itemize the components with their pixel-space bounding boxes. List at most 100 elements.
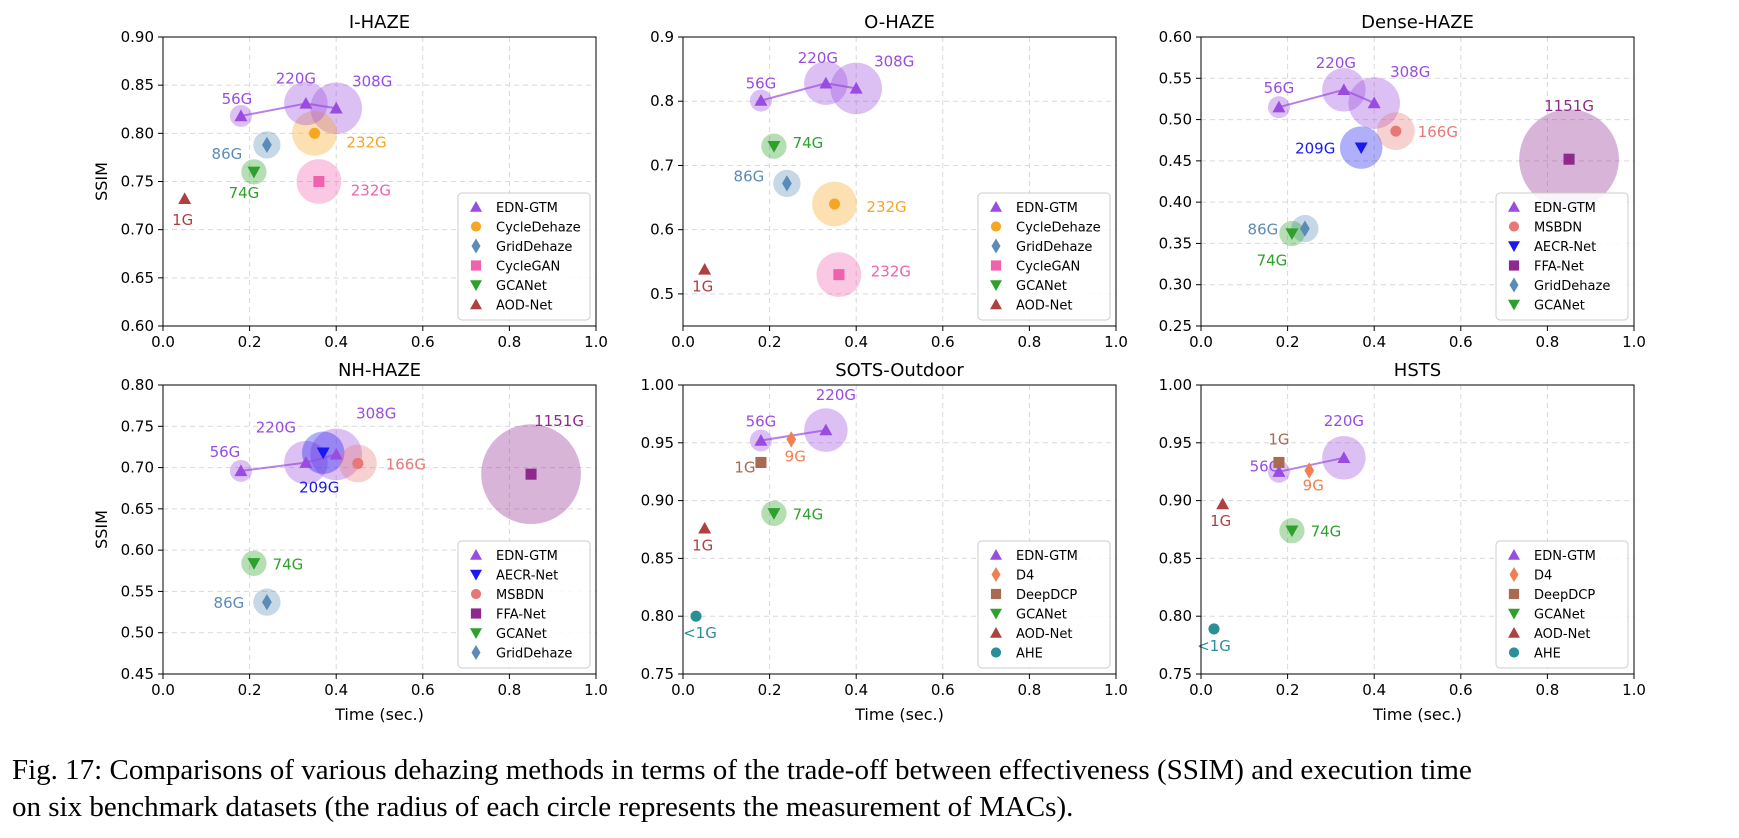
point-label: 9G: [785, 447, 806, 465]
x-tick-label: 0.6: [1449, 681, 1473, 699]
legend-entry: CycleDehaze: [496, 221, 581, 236]
legend-marker: [470, 201, 482, 212]
point-label: 232G: [871, 263, 911, 281]
data-point-marker: [1216, 497, 1230, 510]
x-axis-label: Time (sec.): [334, 705, 424, 724]
y-tick-label: 0.60: [1159, 28, 1192, 46]
y-tick-label: 0.75: [121, 417, 154, 435]
y-tick-label: 0.80: [1159, 607, 1192, 625]
point-label: 1G: [172, 211, 193, 229]
point-label: 232G: [346, 133, 386, 151]
y-tick-label: 0.90: [641, 492, 674, 510]
x-tick-label: 0.8: [1017, 681, 1041, 699]
x-tick-label: 0.4: [324, 681, 348, 699]
legend-marker: [990, 221, 1002, 232]
point-label: 56G: [746, 75, 777, 93]
legend-marker: [470, 569, 482, 581]
legend-entry: GCANet: [1016, 608, 1067, 623]
y-tick-label: 0.65: [121, 500, 154, 518]
y-tick-label: 0.25: [1159, 317, 1192, 335]
legend-entry: D4: [1534, 569, 1552, 584]
y-tick-label: 0.9: [650, 28, 674, 46]
y-tick-label: 0.75: [641, 665, 674, 683]
y-tick-label: 0.40: [1159, 193, 1192, 211]
x-tick-label: 0.0: [151, 681, 175, 699]
legend-marker: [990, 549, 1002, 560]
chart-panel-2: 56G 220G 308G 232G 86G 232G 74G 1G 0.0 0.2 0.4 0.6 0…: [650, 12, 1128, 351]
legend-marker: [1508, 260, 1520, 271]
legend-entry: CycleGAN: [496, 260, 560, 275]
chart-title: NH-HAZE: [338, 360, 421, 381]
legend-marker: [990, 588, 1002, 600]
point-label: 74G: [229, 184, 260, 202]
edn-gtm-trend-line: [1278, 456, 1345, 473]
legend-marker: [1508, 549, 1520, 560]
legend-entry: MSBDN: [1534, 221, 1582, 236]
chart-panel-6: 56G 220G 9G 1G 74G 1G <1G 0.0 0.2 0.4 0.6 0.8 1.0 0.7…: [1159, 360, 1646, 724]
legend-entry: EDN-GTM: [496, 549, 558, 564]
x-tick-label: 0.0: [151, 333, 175, 351]
legend-entry: EDN-GTM: [1534, 549, 1596, 564]
caption-line-2: on six benchmark datasets (the radius of…: [12, 791, 1074, 823]
legend-box: [457, 540, 591, 669]
legend-box: [457, 192, 591, 321]
legend-marker: [1508, 221, 1520, 232]
point-label: 56G: [1264, 79, 1295, 97]
y-tick-label: 1.00: [641, 376, 674, 394]
point-label: 74G: [793, 505, 824, 523]
point-label: 220G: [276, 69, 316, 87]
point-label: 74G: [1311, 523, 1342, 541]
y-tick-label: 0.95: [641, 434, 674, 452]
x-tick-label: 0.2: [1276, 333, 1300, 351]
legend-marker: [470, 221, 482, 232]
y-axis-label: SSIM: [92, 510, 111, 549]
data-point-marker: [786, 431, 797, 448]
legend-entry: EDN-GTM: [1534, 201, 1596, 216]
figure-caption: Fig. 17: Comparisons of various dehazing…: [12, 752, 1727, 826]
y-tick-label: 0.8: [650, 92, 674, 110]
y-tick-label: 0.50: [121, 624, 154, 642]
plot-frame: [162, 384, 597, 675]
point-label: 1G: [1210, 512, 1231, 530]
legend-marker: [1508, 588, 1520, 600]
x-tick-label: 1.0: [1104, 681, 1128, 699]
plot-frame: [682, 384, 1117, 675]
legend-entry: GCANet: [496, 627, 547, 642]
data-point-marker: [329, 447, 343, 460]
point-label: 56G: [222, 90, 253, 108]
y-tick-label: 0.75: [1159, 665, 1192, 683]
legend-entry: DeepDCP: [1016, 588, 1077, 603]
legend-marker: [1508, 241, 1520, 252]
legend-marker: [991, 238, 1001, 254]
x-tick-label: 0.0: [671, 681, 695, 699]
x-tick-label: 0.0: [1189, 681, 1213, 699]
y-tick-label: 0.55: [121, 582, 154, 600]
data-point-marker: [178, 192, 192, 205]
legend-box: [1495, 540, 1629, 669]
point-label: 74G: [1257, 252, 1288, 270]
data-point-marker: [247, 558, 261, 570]
data-point-marker: [754, 433, 768, 446]
plot-frame: [682, 36, 1117, 327]
legend-entry: AECR-Net: [1534, 240, 1596, 255]
legend-marker: [470, 298, 482, 310]
x-tick-label: 0.8: [497, 681, 521, 699]
legend: EDN-GTM CycleDehaze GridDehaze CycleGAN GCAN…: [977, 192, 1111, 321]
legend: EDN-GTM D4 DeepDCP GCANet AOD-Net AHE: [977, 540, 1111, 669]
plot-frame: [1200, 384, 1635, 675]
point-label: <1G: [1197, 637, 1231, 655]
x-tick-label: 0.8: [497, 333, 521, 351]
data-point-marker: [1208, 623, 1220, 635]
y-tick-label: 0.70: [121, 221, 154, 239]
y-tick-label: 0.60: [121, 317, 154, 335]
point-label: 74G: [793, 134, 824, 152]
legend: EDN-GTM CycleDehaze GridDehaze CycleGAN GCAN…: [457, 192, 591, 321]
data-point-marker: [849, 81, 863, 94]
point-label: 56G: [210, 443, 241, 461]
data-point-marker: [698, 262, 712, 275]
legend-entry: GridDehaze: [496, 647, 572, 662]
legend-entry: CycleGAN: [1016, 260, 1080, 275]
legend-entry: GridDehaze: [1534, 279, 1610, 294]
legend-marker: [990, 280, 1002, 291]
